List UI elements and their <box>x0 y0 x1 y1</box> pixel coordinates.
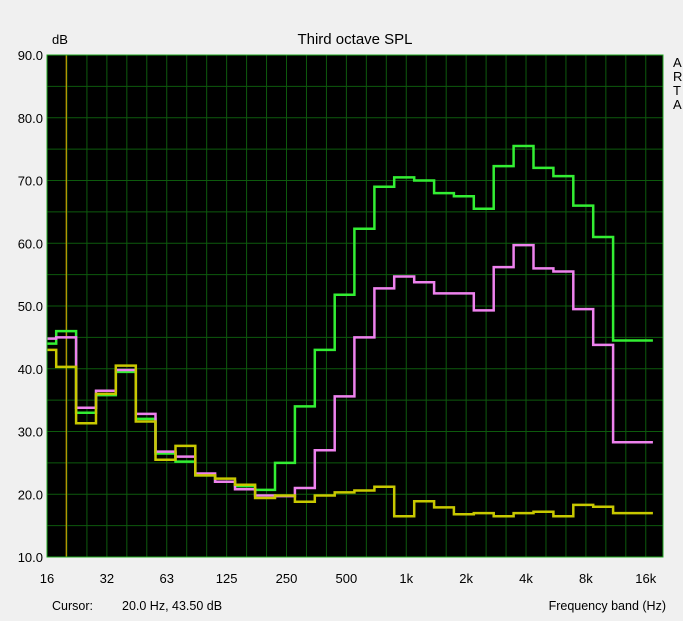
x-tick-label: 16k <box>635 571 656 586</box>
cursor-readout: 20.0 Hz, 43.50 dB <box>122 599 222 613</box>
x-tick-label: 4k <box>519 571 533 586</box>
x-tick-label: 63 <box>160 571 174 586</box>
x-tick-label: 2k <box>459 571 473 586</box>
x-tick-label: 125 <box>216 571 238 586</box>
x-tick-labels: 16 32 63 125 250 500 1k 2k 4k 8k 16k <box>40 571 657 586</box>
cursor-label: Cursor: <box>52 599 93 613</box>
x-tick-label: 8k <box>579 571 593 586</box>
y-tick-label: 80.0 <box>18 111 43 126</box>
y-tick-label: 50.0 <box>18 299 43 314</box>
y-tick-label: 20.0 <box>18 487 43 502</box>
legend-entry-partial: A <box>673 55 682 70</box>
y-tick-label: 70.0 <box>18 174 43 189</box>
plot-frame <box>46 54 664 558</box>
x-axis-label: Frequency band (Hz) <box>549 599 666 613</box>
x-tick-label: 16 <box>40 571 54 586</box>
y-tick-labels: 10.0 20.0 30.0 40.0 50.0 60.0 70.0 80.0 90.0 <box>18 48 43 565</box>
x-tick-label: 32 <box>100 571 114 586</box>
x-tick-label: 500 <box>336 571 358 586</box>
legend-entry-partial: R <box>673 69 682 84</box>
chart-title: Third octave SPL <box>297 31 412 48</box>
series-line-3 <box>47 348 653 518</box>
legend-entry-partial: T <box>673 83 681 98</box>
y-tick-label: 30.0 <box>18 425 43 440</box>
y-tick-label: 10.0 <box>18 550 43 565</box>
x-tick-label: 250 <box>276 571 298 586</box>
y-tick-label: 40.0 <box>18 362 43 377</box>
y-axis-label: dB <box>52 32 68 47</box>
series-layer <box>47 144 653 518</box>
legend-entry-partial: A <box>673 97 682 112</box>
y-tick-label: 60.0 <box>18 236 43 251</box>
y-tick-label: 90.0 <box>18 48 43 63</box>
x-tick-label: 1k <box>399 571 413 586</box>
